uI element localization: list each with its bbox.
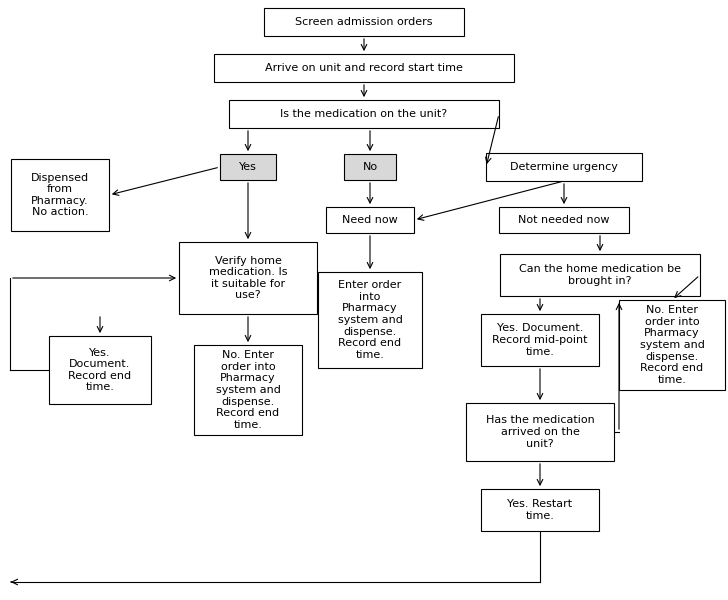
Text: Screen admission orders: Screen admission orders [296,17,432,27]
FancyBboxPatch shape [11,159,109,231]
Text: Can the home medication be
brought in?: Can the home medication be brought in? [519,264,681,286]
Text: Yes: Yes [239,162,257,172]
FancyBboxPatch shape [344,154,396,180]
Text: No. Enter
order into
Pharmacy
system and
dispense.
Record end
time.: No. Enter order into Pharmacy system and… [215,350,280,430]
Text: Is the medication on the unit?: Is the medication on the unit? [280,109,448,119]
FancyBboxPatch shape [264,8,464,36]
FancyBboxPatch shape [214,54,514,82]
FancyBboxPatch shape [179,242,317,314]
Text: Arrive on unit and record start time: Arrive on unit and record start time [265,63,463,73]
Text: Yes. Restart
time.: Yes. Restart time. [507,499,572,521]
FancyBboxPatch shape [466,403,614,461]
FancyBboxPatch shape [486,153,642,181]
FancyBboxPatch shape [318,272,422,368]
Text: Has the medication
arrived on the
unit?: Has the medication arrived on the unit? [486,415,594,449]
Text: No. Enter
order into
Pharmacy
system and
dispense.
Record end
time.: No. Enter order into Pharmacy system and… [640,305,705,385]
FancyBboxPatch shape [220,154,276,180]
Text: No: No [363,162,378,172]
FancyBboxPatch shape [49,336,151,404]
FancyBboxPatch shape [326,207,414,233]
FancyBboxPatch shape [500,254,700,296]
Text: Determine urgency: Determine urgency [510,162,618,172]
Text: Dispensed
from
Pharmacy.
No action.: Dispensed from Pharmacy. No action. [31,173,89,217]
Text: Need now: Need now [342,215,398,225]
FancyBboxPatch shape [481,314,599,366]
Text: Not needed now: Not needed now [518,215,610,225]
Text: Verify home
medication. Is
it suitable for
use?: Verify home medication. Is it suitable f… [209,256,288,301]
FancyBboxPatch shape [619,300,725,390]
FancyBboxPatch shape [194,345,302,435]
Text: Yes.
Document.
Record end
time.: Yes. Document. Record end time. [68,347,132,392]
FancyBboxPatch shape [229,100,499,128]
Text: Enter order
into
Pharmacy
system and
dispense.
Record end
time.: Enter order into Pharmacy system and dis… [338,280,403,360]
FancyBboxPatch shape [499,207,629,233]
FancyBboxPatch shape [481,489,599,531]
Text: Yes. Document.
Record mid-point
time.: Yes. Document. Record mid-point time. [492,323,587,356]
